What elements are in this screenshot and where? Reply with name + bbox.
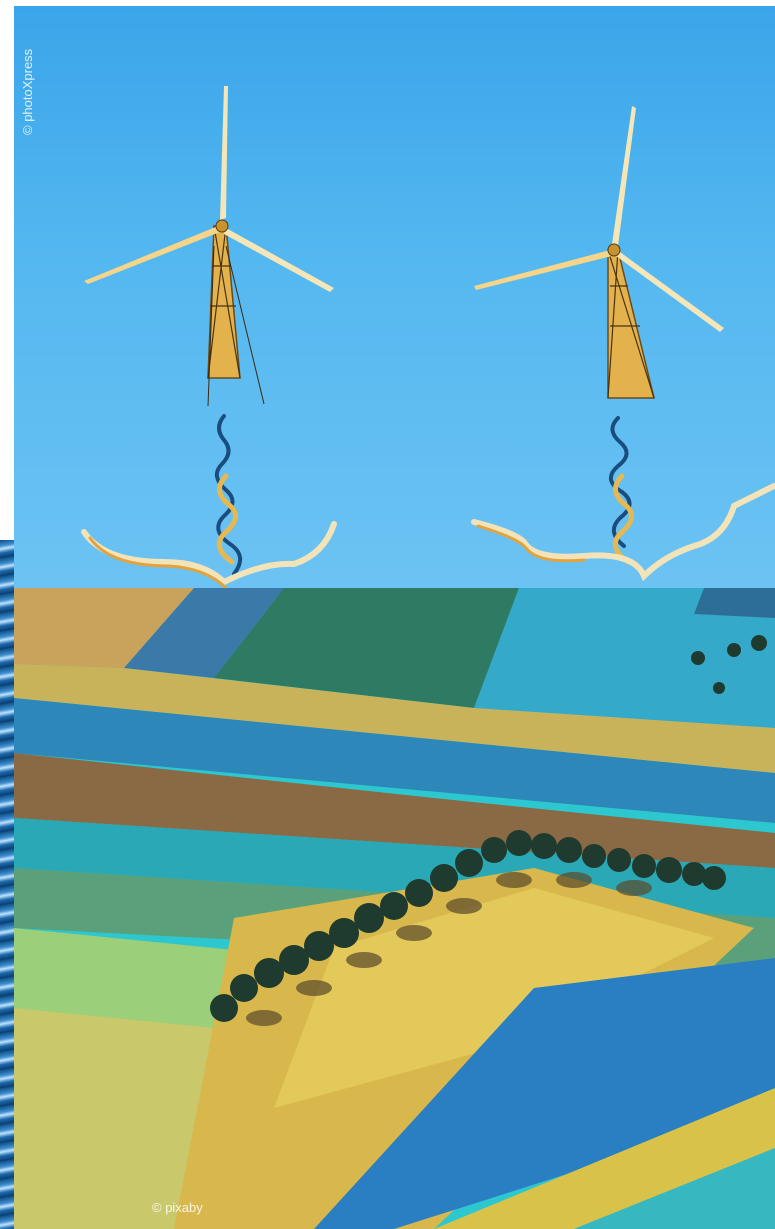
- water-reflections: [84, 416, 774, 588]
- water-texture-strip: [0, 540, 14, 1229]
- wind-turbine-illustration: [14, 6, 775, 588]
- wind-turbine-photo: [14, 6, 775, 588]
- photo-credit-bottom: © pixaby: [152, 1200, 203, 1215]
- right-turbine: [474, 106, 724, 398]
- farmland-illustration: [14, 588, 775, 1229]
- farmland-aerial-photo: [14, 588, 775, 1229]
- photo-credit-top: © photoXpress: [20, 49, 35, 135]
- left-turbine: [84, 86, 334, 406]
